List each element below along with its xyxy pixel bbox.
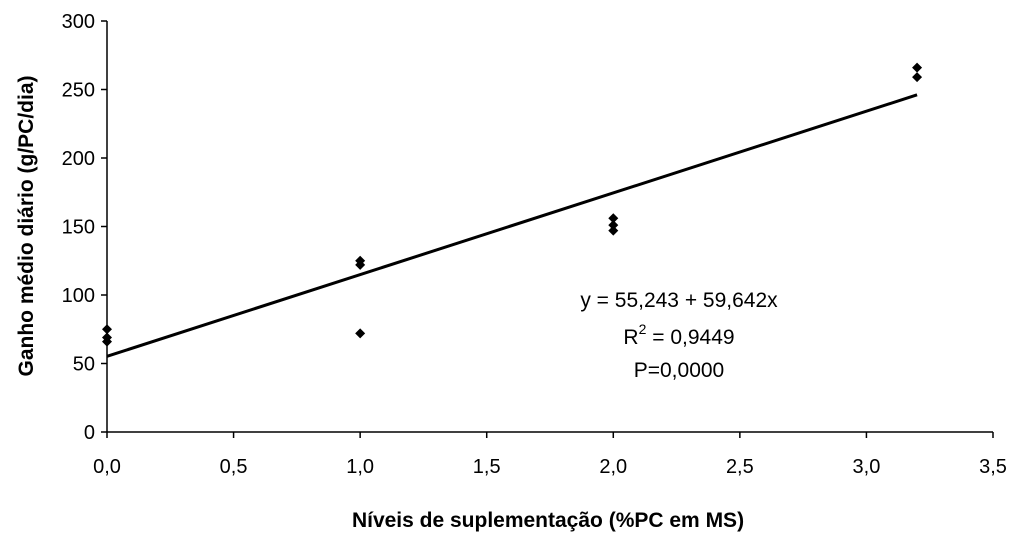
data-point: [912, 72, 923, 83]
y-tick-label: 50: [73, 354, 95, 376]
data-points: [102, 62, 923, 347]
trendline-layer: [106, 93, 918, 358]
data-point: [912, 62, 923, 73]
x-ticks: 0,0 0,5 1,0 1,5 2,0 2,5 3,0 3,5: [93, 432, 1007, 478]
x-tick-label: 1,5: [473, 456, 501, 478]
data-point: [608, 225, 619, 236]
r-squared-value: = 0,9449: [646, 326, 734, 349]
r-squared: R2 = 0,9449: [623, 321, 734, 349]
x-tick-label: 3,5: [979, 456, 1007, 478]
data-point: [608, 213, 619, 224]
x-axis-title: Níveis de suplementação (%PC em MS): [352, 509, 744, 532]
r-squared-prefix: R: [623, 326, 638, 349]
data-point: [355, 259, 366, 270]
x-tick-label: 0,0: [93, 456, 121, 478]
data-point: [102, 324, 112, 335]
x-tick-label: 2,0: [599, 456, 627, 478]
y-axis-title: Ganho médio diário (g/PC/dia): [15, 75, 38, 376]
axes: 0 50 100 150 200 250 300 0,0 0,5 1,0 1,5 2,0 2,5 3,0…: [62, 11, 1007, 478]
data-point: [102, 336, 112, 347]
y-tick-label: 200: [62, 148, 95, 170]
x-tick-label: 1,0: [346, 456, 374, 478]
y-tick-label: 0: [84, 422, 95, 444]
trendline: [106, 93, 918, 358]
r-squared-superscript: 2: [639, 321, 647, 337]
y-tick-label: 100: [62, 285, 95, 307]
y-tick-label: 150: [62, 217, 95, 239]
y-tick-label: 300: [62, 11, 95, 33]
data-point: [608, 220, 619, 231]
data-point: [355, 328, 366, 339]
x-tick-label: 0,5: [220, 456, 248, 478]
x-tick-label: 3,0: [853, 456, 881, 478]
regression-equation: y = 55,243 + 59,642x: [580, 289, 778, 312]
y-ticks: 0 50 100 150 200 250 300: [62, 11, 107, 444]
y-tick-label: 250: [62, 80, 95, 102]
regression-annotation: y = 55,243 + 59,642x R2 = 0,9449 P=0,000…: [580, 289, 778, 382]
p-value: P=0,0000: [634, 359, 725, 382]
x-tick-label: 2,5: [726, 456, 754, 478]
